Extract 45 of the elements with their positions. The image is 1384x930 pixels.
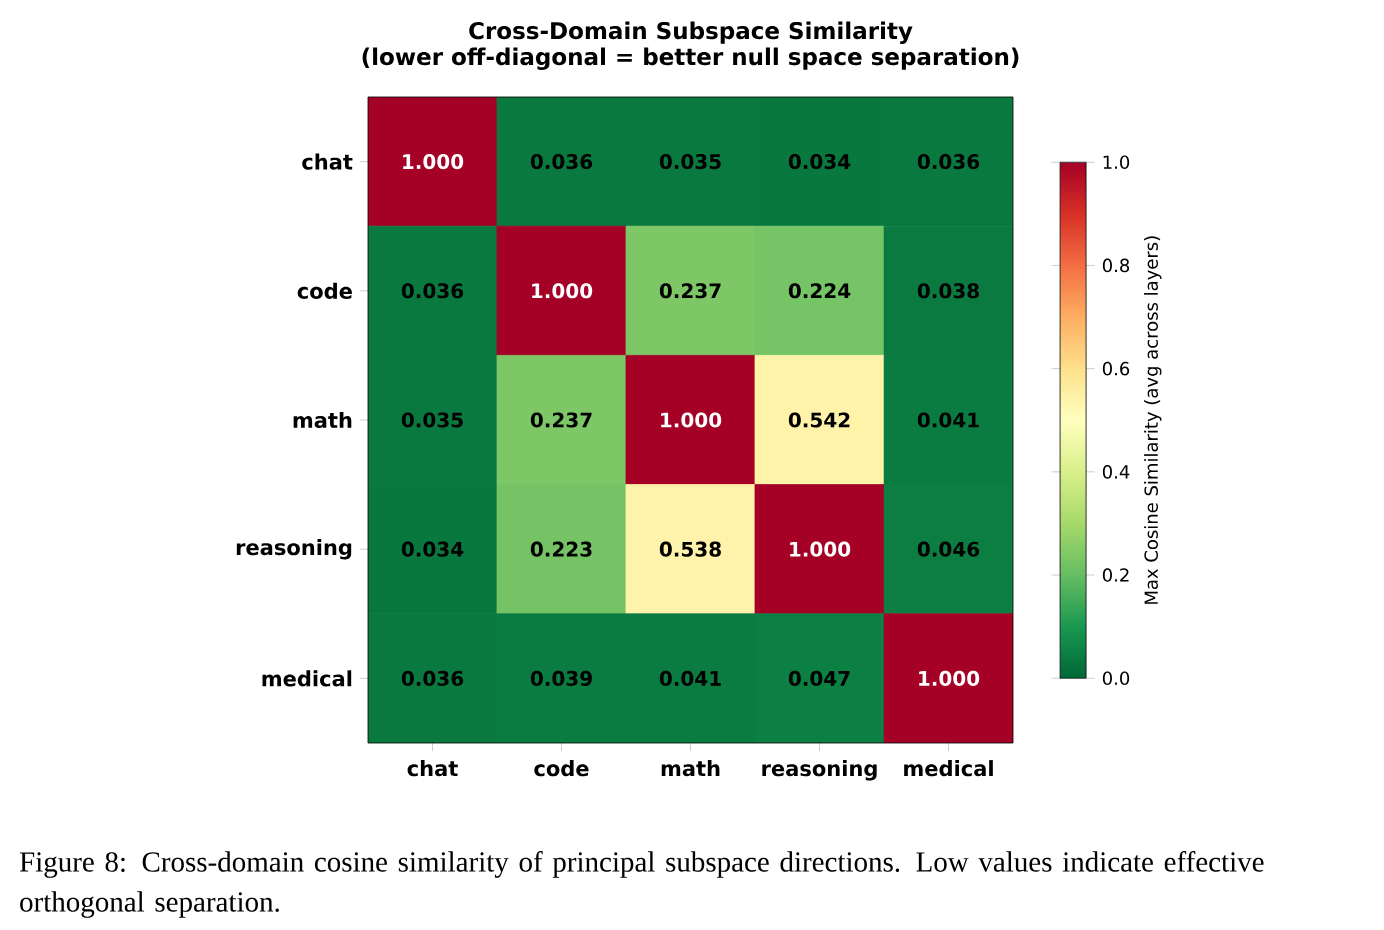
- color-bar-label: 0.8: [1102, 258, 1130, 273]
- data-label: 0.538: [659, 541, 721, 557]
- x-tick-label: medical: [904, 760, 993, 777]
- data-label: 0.041: [917, 412, 979, 428]
- color-bar-title: Max Cosine Similarity (avg across layers): [1144, 236, 1162, 604]
- y-tick-label: code: [297, 282, 352, 299]
- color-bar-label: 0.6: [1102, 361, 1130, 376]
- data-label: 0.039: [530, 670, 592, 686]
- data-label: 0.038: [917, 283, 979, 299]
- data-label: 0.035: [401, 412, 463, 428]
- y-tick-label: chat: [302, 153, 353, 170]
- data-label: 1.000: [661, 412, 722, 428]
- data-label: 0.047: [788, 670, 850, 686]
- data-label: 0.034: [401, 541, 464, 557]
- data-label: 1.000: [403, 154, 464, 170]
- caption: Figure 8: Cross-domain cosine similarity of principal subspace directions. Low values indicate effective orthogonal separation.: [19, 851, 1264, 918]
- color-bar-label: 1.0: [1103, 155, 1130, 170]
- color-bar-label: 0.0: [1102, 671, 1130, 686]
- data-label: 0.237: [530, 412, 592, 428]
- data-label: 1.000: [790, 541, 851, 557]
- y-tick-label: medical: [262, 670, 352, 687]
- y-tick-label: reasoning: [236, 538, 352, 560]
- x-tick-label: math: [661, 760, 720, 777]
- color-bar-label: 0.2: [1102, 568, 1129, 582]
- data-label: 0.036: [401, 670, 464, 686]
- data-label: 0.224: [788, 283, 851, 299]
- x-tick-label: reasoning: [762, 760, 877, 781]
- data-label: 0.034: [788, 154, 851, 170]
- color-bar-label: 0.4: [1102, 465, 1130, 479]
- data-label: 1.000: [532, 283, 593, 299]
- chart-subtitle: (lower off-diagonal = better null space separation): [362, 47, 1019, 70]
- x-tick-label: code: [534, 760, 589, 777]
- data-label: 0.036: [401, 283, 464, 299]
- data-label: 0.046: [917, 541, 980, 557]
- y-tick-label: math: [293, 411, 352, 429]
- data-label: 0.041: [659, 670, 721, 686]
- x-tick-label: chat: [407, 760, 458, 777]
- chart-title: Cross-Domain Subspace Similarity: [469, 21, 913, 44]
- data-label: 0.036: [917, 154, 980, 170]
- data-label: 0.036: [530, 154, 593, 170]
- data-label: 0.237: [659, 283, 721, 299]
- data-label: 1.000: [919, 670, 980, 686]
- data-label: 0.223: [530, 541, 592, 557]
- data-label: 0.035: [659, 154, 721, 170]
- data-label: 0.542: [788, 412, 850, 428]
